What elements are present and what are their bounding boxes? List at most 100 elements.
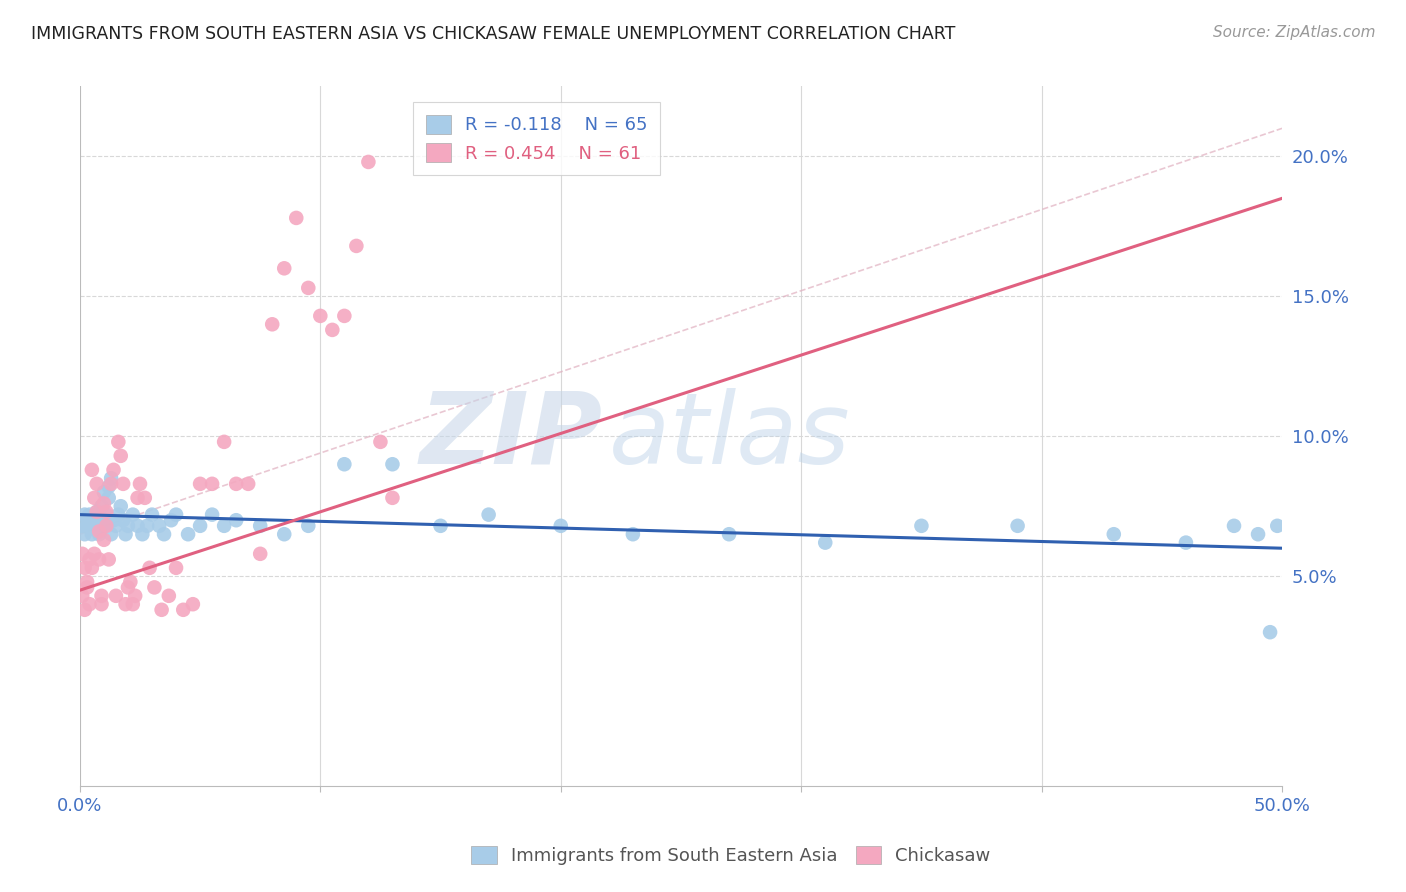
Point: [285, 211, 308, 225]
Point: [172, 603, 194, 617]
Point: [273, 527, 295, 541]
Text: atlas: atlas: [609, 388, 851, 484]
Point: [93, 496, 115, 510]
Point: [550, 518, 572, 533]
Point: [86, 513, 108, 527]
Point: [112, 513, 135, 527]
Point: [79, 513, 101, 527]
Point: [104, 518, 127, 533]
Point: [97, 491, 120, 505]
Point: [1265, 518, 1288, 533]
Point: [76, 510, 98, 524]
Point: [225, 513, 247, 527]
Point: [143, 581, 166, 595]
Point: [150, 603, 173, 617]
Point: [96, 518, 118, 533]
Point: [114, 527, 136, 541]
Text: Source: ZipAtlas.com: Source: ZipAtlas.com: [1212, 25, 1375, 40]
Point: [321, 323, 343, 337]
Point: [138, 561, 160, 575]
Point: [110, 500, 132, 514]
Point: [97, 552, 120, 566]
Point: [107, 508, 129, 522]
Point: [212, 518, 235, 533]
Point: [86, 476, 108, 491]
Point: [100, 527, 122, 541]
Point: [127, 491, 149, 505]
Point: [249, 547, 271, 561]
Point: [103, 513, 125, 527]
Point: [238, 476, 260, 491]
Point: [80, 527, 103, 541]
Point: [100, 476, 122, 491]
Point: [121, 597, 143, 611]
Point: [201, 508, 224, 522]
Point: [72, 547, 94, 561]
Point: [80, 463, 103, 477]
Point: [370, 434, 392, 449]
Point: [333, 457, 356, 471]
Point: [73, 561, 96, 575]
Point: [127, 518, 149, 533]
Point: [87, 524, 110, 539]
Point: [141, 508, 163, 522]
Point: [87, 516, 110, 530]
Point: [87, 527, 110, 541]
Text: IMMIGRANTS FROM SOUTH EASTERN ASIA VS CHICKASAW FEMALE UNEMPLOYMENT CORRELATION : IMMIGRANTS FROM SOUTH EASTERN ASIA VS CH…: [31, 25, 955, 43]
Point: [165, 561, 187, 575]
Point: [90, 500, 112, 514]
Point: [131, 527, 153, 541]
Point: [225, 476, 247, 491]
Point: [76, 518, 98, 533]
Point: [73, 508, 96, 522]
Point: [718, 527, 741, 541]
Point: [90, 513, 112, 527]
Point: [73, 527, 96, 541]
Point: [381, 491, 404, 505]
Point: [344, 239, 367, 253]
Point: [83, 547, 105, 561]
Point: [73, 603, 96, 617]
Point: [117, 518, 139, 533]
Point: [297, 518, 319, 533]
Point: [76, 581, 98, 595]
Point: [262, 318, 284, 332]
Point: [72, 518, 94, 533]
Point: [1223, 518, 1246, 533]
Point: [86, 505, 108, 519]
Point: [297, 281, 319, 295]
Point: [96, 505, 118, 519]
Point: [79, 508, 101, 522]
Point: [381, 457, 404, 471]
Point: [160, 513, 183, 527]
Point: [188, 518, 211, 533]
Point: [136, 518, 159, 533]
Point: [1007, 518, 1029, 533]
Legend: Immigrants from South Eastern Asia, Chickasaw: Immigrants from South Eastern Asia, Chic…: [464, 838, 998, 872]
Point: [814, 535, 837, 549]
Point: [93, 533, 115, 547]
Point: [107, 434, 129, 449]
Point: [1258, 625, 1281, 640]
Point: [273, 261, 295, 276]
Legend: R = -0.118    N = 65, R = 0.454    N = 61: R = -0.118 N = 65, R = 0.454 N = 61: [413, 103, 661, 176]
Point: [188, 476, 211, 491]
Point: [153, 527, 176, 541]
Point: [104, 589, 127, 603]
Point: [121, 508, 143, 522]
Point: [93, 518, 115, 533]
Point: [103, 463, 125, 477]
Point: [357, 155, 380, 169]
Point: [181, 597, 204, 611]
Point: [621, 527, 644, 541]
Point: [96, 513, 118, 527]
Point: [177, 527, 200, 541]
Point: [86, 505, 108, 519]
Point: [309, 309, 332, 323]
Point: [110, 449, 132, 463]
Point: [120, 574, 142, 589]
Point: [76, 574, 98, 589]
Point: [910, 518, 932, 533]
Text: ZIP: ZIP: [420, 388, 603, 484]
Y-axis label: Female Unemployment: Female Unemployment: [0, 340, 8, 533]
